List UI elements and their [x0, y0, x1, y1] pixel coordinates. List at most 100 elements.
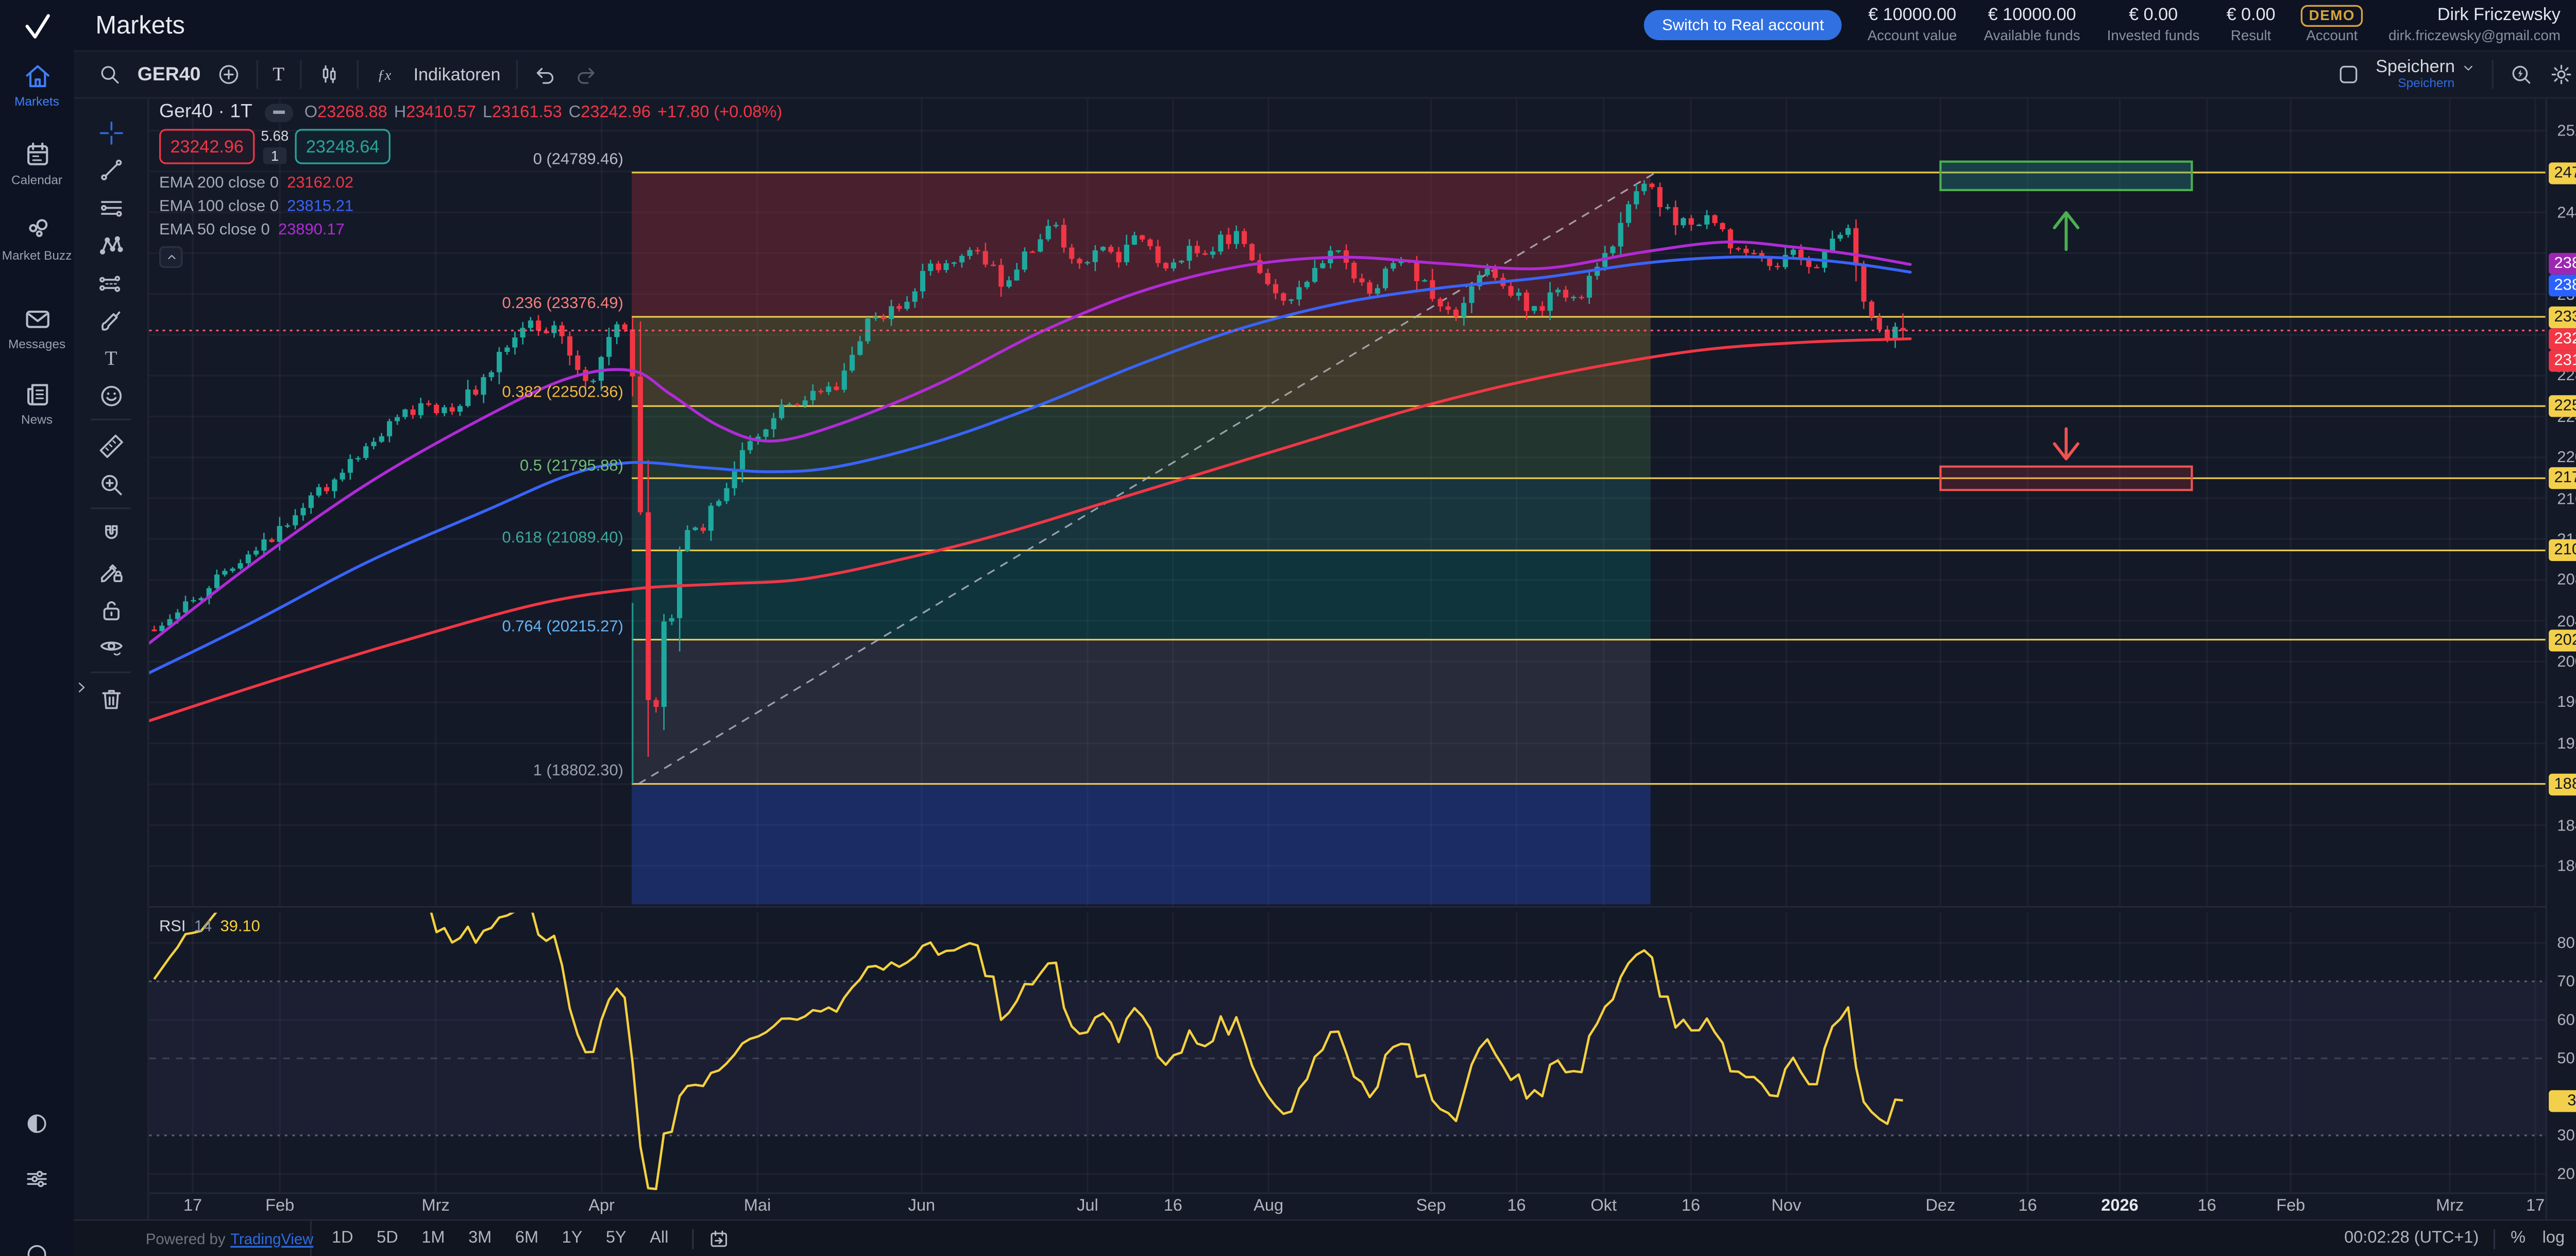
redo-icon[interactable] [572, 62, 598, 87]
text-tool-tool-button[interactable]: T [89, 341, 132, 376]
fib-level-label-0: 0 (24789.46) [533, 150, 623, 169]
range-button-1d[interactable]: 1D [332, 1229, 353, 1248]
range-button-3m[interactable]: 3M [468, 1229, 492, 1248]
sidebar-item-label: News [21, 412, 53, 427]
goto-date-icon[interactable] [707, 1227, 731, 1250]
chart-plot-area[interactable]: 0 (24789.46) 0.236 (23376.49) 0.382 (22502… [149, 98, 2546, 1219]
trash-tool-button[interactable] [89, 681, 132, 716]
undo-icon[interactable] [532, 62, 557, 87]
sidebar-item-market-buzz[interactable]: Market Buzz [0, 214, 74, 264]
fib-level-label-0.618: 0.618 (21089.40) [502, 529, 623, 547]
sidebar-contrast-button[interactable] [0, 1110, 74, 1137]
rsi-tick: 60.00 [2557, 1011, 2576, 1030]
price-scale[interactable]: 25200.0024400.0023600.0022800.0022400.00… [2545, 98, 2576, 1219]
emoji-tool-button[interactable] [89, 378, 132, 413]
topbar: Markets Switch to Real account € 10000.0… [74, 0, 2576, 52]
crosshair-tool-button[interactable] [89, 115, 132, 150]
compare-add-icon[interactable] [216, 62, 241, 87]
sidebar-circle-partial-button[interactable] [0, 1241, 74, 1256]
edit-lock-tool-button[interactable] [89, 555, 132, 590]
panel-collapse-chevron[interactable] [71, 673, 92, 700]
page-title: Markets [95, 11, 185, 40]
sidebar-item-messages[interactable]: Messages [0, 303, 74, 352]
rsi-value: 39.10 [220, 918, 260, 937]
scale-settings-corner[interactable] [2546, 1192, 2576, 1219]
quantity-value[interactable]: 1 [262, 147, 287, 164]
rsi-legend[interactable]: RSI 14 39.10 [159, 918, 260, 936]
legend-menu-button[interactable] [264, 103, 293, 122]
legend-indicator-row[interactable]: EMA 100 close 0 23815.21 [159, 196, 354, 215]
quick-search-icon[interactable] [2509, 62, 2534, 87]
legend-symbol[interactable]: Ger40 · 1T [159, 102, 252, 123]
chart-canvas[interactable] [149, 98, 2546, 1219]
trendline-tool-button[interactable] [89, 153, 132, 188]
buy-button[interactable]: 23248.64 [295, 129, 391, 164]
rsi-tick: 30.00 [2557, 1127, 2576, 1146]
range-button-5y[interactable]: 5Y [605, 1229, 626, 1248]
time-axis-label: Dez [1925, 1197, 1956, 1216]
interval-t-button[interactable]: T [273, 64, 285, 85]
price-label-badge: 21089.40 [2549, 539, 2576, 562]
range-button-6m[interactable]: 6M [515, 1229, 539, 1248]
scale-button-log[interactable]: log [2542, 1229, 2565, 1248]
checkmark-logo-icon [21, 11, 53, 43]
price-tick: 20400.00 [2557, 612, 2576, 631]
lock-tool-button[interactable] [89, 592, 132, 627]
scale-button-%[interactable]: % [2511, 1229, 2526, 1248]
time-axis[interactable]: 17 Feb Mrz Apr Mai Jun Jul 16 Aug Sep 16 Okt 16 Nov De… [149, 1192, 2545, 1219]
sidebar-item-calendar[interactable]: Calendar [0, 139, 74, 189]
search-icon[interactable] [97, 62, 123, 87]
clock[interactable]: 00:02:28 (UTC+1) [2344, 1229, 2479, 1248]
ruler-tool-button[interactable] [89, 429, 132, 464]
stat-available-funds: € 10000.00 Available funds [1984, 5, 2080, 44]
legend-indicator-row[interactable]: EMA 50 close 0 23890.17 [159, 220, 345, 239]
switch-real-account-button[interactable]: Switch to Real account [1643, 10, 1843, 41]
price-label-badge: 23162.02 [2549, 349, 2576, 371]
projection-tool-button[interactable] [89, 266, 132, 301]
xabcd-pattern-icon [96, 231, 125, 260]
magnet-tool-button[interactable] [89, 517, 132, 552]
save-button[interactable]: Speichern Speichern [2376, 58, 2477, 90]
bid-ask-panel: 23242.96 5.68 1 23248.64 [159, 129, 782, 164]
edit-lock-icon [96, 558, 125, 587]
timeframe-buttons: 1D 5D 1M 3M 6M 1Y 5Y All [321, 1226, 678, 1251]
fib-level-label-1: 1 (18802.30) [533, 762, 623, 781]
range-button-5d[interactable]: 5D [377, 1229, 398, 1248]
price-label-badge: 22502.36 [2549, 395, 2576, 417]
eye-hide-tool-button[interactable] [89, 630, 132, 665]
legend-indicator-row[interactable]: EMA 200 close 0 23162.02 [159, 173, 354, 192]
emoji-icon [96, 381, 125, 410]
toolbar-divider [90, 671, 131, 673]
brush-icon [96, 307, 125, 335]
news-icon [21, 379, 53, 411]
chart-style-icon[interactable] [316, 62, 342, 87]
legend-collapse-button[interactable] [159, 246, 183, 268]
symbol-search-button[interactable]: GER40 [137, 64, 201, 85]
settings-gear-icon[interactable] [2549, 62, 2574, 87]
sell-button[interactable]: 23242.96 [159, 129, 255, 164]
envelope-icon [21, 303, 53, 335]
range-button-all[interactable]: All [650, 1229, 669, 1248]
fx-icon[interactable]: ƒx [374, 62, 399, 87]
buzz-icon [21, 214, 53, 246]
contrast-icon [24, 1110, 50, 1137]
sidebar-item-news[interactable]: News [0, 379, 74, 428]
brush-tool-button[interactable] [89, 303, 132, 338]
indicators-button[interactable]: Indikatoren [413, 64, 501, 85]
sidebar-item-markets[interactable]: Markets [0, 60, 74, 110]
range-button-1m[interactable]: 1M [421, 1229, 445, 1248]
layout-icon[interactable] [2335, 62, 2361, 87]
demo-account-badge-group: DEMO Account [2300, 5, 2364, 45]
range-button-1y[interactable]: 1Y [562, 1229, 583, 1248]
zoom-in-tool-button[interactable] [89, 467, 132, 502]
svg-text:T: T [104, 348, 116, 370]
xabcd-pattern-tool-button[interactable] [89, 228, 132, 263]
app-logo[interactable] [0, 7, 74, 47]
sidebar-sliders-button[interactable] [0, 1165, 74, 1192]
price-tick: 21600.00 [2557, 489, 2576, 508]
tradingview-link[interactable]: TradingView [230, 1230, 314, 1247]
toolbar-divider [515, 60, 518, 89]
pane-separator[interactable] [149, 906, 2576, 908]
topbar-right: Switch to Real account € 10000.00 Account… [1643, 5, 2576, 46]
fib-retracement-tool-button[interactable] [89, 191, 132, 226]
